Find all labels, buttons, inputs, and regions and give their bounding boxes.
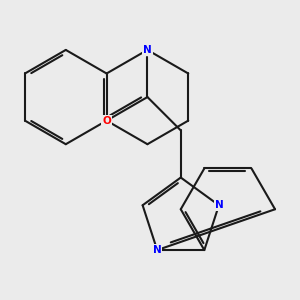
Text: N: N (214, 200, 223, 210)
Text: N: N (153, 245, 162, 255)
Text: O: O (102, 116, 111, 126)
Text: N: N (143, 45, 152, 55)
